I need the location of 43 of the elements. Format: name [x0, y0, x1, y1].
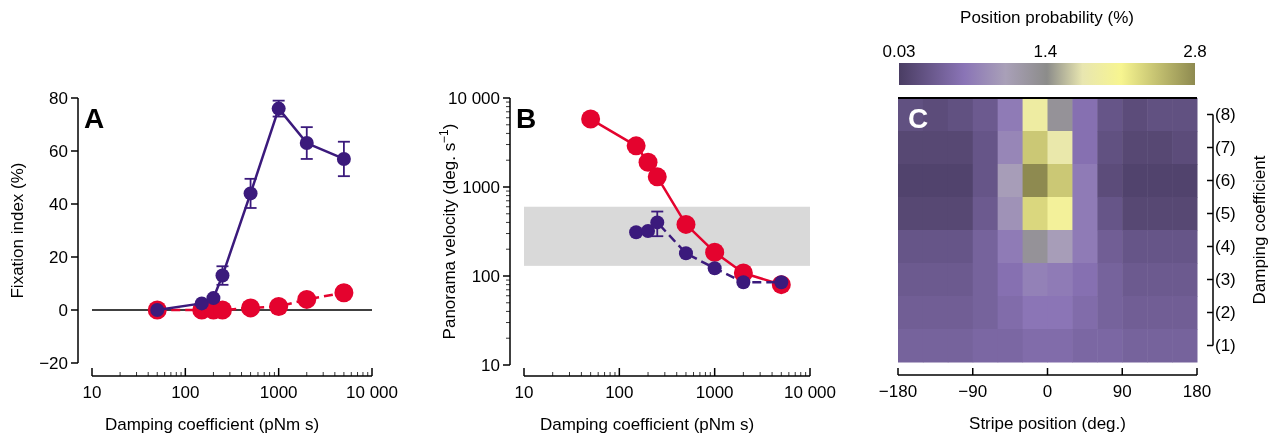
y-tick-label: (4): [1215, 237, 1236, 257]
y-tick-label: 0: [58, 300, 68, 320]
x-tick-label: 90: [1112, 382, 1132, 401]
y-tick-label: 80: [49, 88, 68, 108]
color-bar-title: Position probability (%): [960, 8, 1134, 27]
y-tick-label: 10: [481, 355, 500, 375]
y-tick-label: −20: [39, 353, 68, 373]
x-tick-label: 100: [605, 383, 634, 402]
y-tick-label: (7): [1215, 138, 1236, 158]
x-tick-label: −180: [878, 382, 918, 401]
x-tick-label: 1000: [259, 383, 298, 402]
y-tick-label: (1): [1215, 336, 1236, 356]
y-tick-label: (6): [1215, 171, 1236, 191]
annotation: C: [908, 103, 929, 134]
x-tick-label: 10: [514, 383, 534, 402]
x-axis-title: Damping coefficient (pNm s): [539, 415, 755, 434]
x-tick-label: −90: [958, 382, 988, 401]
x-tick-label: 10: [82, 383, 102, 402]
y-tick-label: 1000: [462, 177, 500, 197]
x-tick-label: 10 000: [346, 383, 398, 402]
annotation: A: [84, 103, 105, 134]
x-axis-title: Stripe position (deg.): [969, 414, 1126, 433]
color-bar-label: 0.03: [882, 42, 916, 61]
annotation: B: [516, 103, 537, 134]
y-tick-label: 20: [49, 247, 68, 267]
color-bar-label: 2.8: [1183, 42, 1207, 61]
y-axis-title: Fixation index (%): [8, 162, 27, 299]
y-axis-title: Damping coefficient: [1250, 155, 1269, 305]
y-tick-label: (8): [1215, 105, 1236, 125]
x-axis-title: Damping coefficient (pNm s): [104, 415, 320, 434]
y-tick-label: (5): [1215, 204, 1236, 224]
x-tick-label: 10 000: [784, 383, 836, 402]
color-bar-label: 1.4: [1033, 42, 1058, 61]
y-tick-label: 100: [471, 266, 500, 286]
y-tick-label: 60: [49, 141, 68, 161]
y-tick-label: (3): [1215, 270, 1236, 290]
x-tick-label: 0: [1042, 382, 1053, 401]
x-tick-label: 180: [1182, 382, 1212, 401]
y-tick-label: 10 000: [448, 88, 500, 108]
y-tick-label: (2): [1215, 303, 1236, 323]
y-tick-label: 40: [49, 194, 68, 214]
x-tick-label: 100: [171, 383, 200, 402]
x-tick-label: 1000: [695, 383, 734, 402]
